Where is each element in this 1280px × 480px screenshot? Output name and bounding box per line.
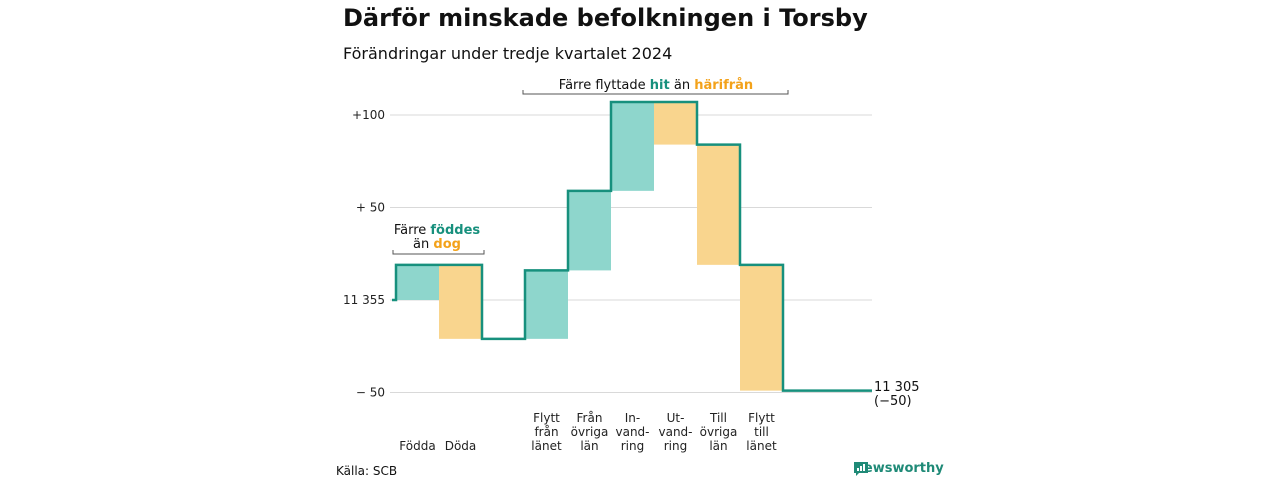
bar-födda <box>396 264 439 300</box>
end-change-label: (−50) <box>874 394 912 409</box>
category-label: Födda <box>399 439 435 453</box>
category-label: län <box>580 439 598 453</box>
category-label: vand- <box>615 425 649 439</box>
category-label: länet <box>531 439 562 453</box>
category-label: län <box>709 439 727 453</box>
category-label: övriga <box>571 425 609 439</box>
brand-name: Newsworthy <box>853 461 944 476</box>
bar-in--vand--ring <box>611 102 654 191</box>
y-tick-label: + 50 <box>356 201 385 215</box>
category-label: Döda <box>445 439 477 453</box>
category-label: Ut- <box>667 411 685 425</box>
chart-title: Därför minskade befolkningen i Torsby <box>343 4 868 32</box>
y-tick-label: 11 355 <box>343 293 385 307</box>
category-label: Flytt <box>748 411 775 425</box>
bar-flytt-från-länet <box>525 270 568 339</box>
migration-annotation: Färre flyttade hit än härifrån <box>559 78 753 93</box>
newsworthy-icon <box>854 462 868 476</box>
bar-döda <box>439 264 482 339</box>
births-annotation-line2: än dog <box>413 237 461 252</box>
births-bracket <box>392 250 485 255</box>
category-label: till <box>754 425 769 439</box>
end-value-label: 11 305 <box>874 380 920 395</box>
running-total-line <box>392 100 872 392</box>
source-note: Källa: SCB <box>336 464 398 478</box>
bar-till-övriga-län <box>697 144 740 265</box>
y-tick-label: − 50 <box>356 386 385 400</box>
category-label: övriga <box>700 425 738 439</box>
category-label: Från <box>577 411 603 425</box>
newsworthy-logo: Newsworthy <box>853 461 944 476</box>
bar-flytt-till-länet <box>740 264 783 391</box>
category-label: vand- <box>658 425 692 439</box>
category-label: In- <box>625 411 640 425</box>
births-annotation-line1: Färre föddes <box>394 223 481 238</box>
chart-subtitle: Förändringar under tredje kvartalet 2024 <box>343 44 673 63</box>
category-label: från <box>534 425 558 439</box>
category-label: ring <box>664 439 688 453</box>
y-tick-label: +100 <box>352 108 385 122</box>
category-label: Flytt <box>533 411 560 425</box>
bar-ut--vand--ring <box>654 102 697 145</box>
category-label: Till <box>709 411 727 425</box>
category-label: ring <box>621 439 645 453</box>
migration-bracket <box>522 90 789 95</box>
category-label: länet <box>746 439 777 453</box>
bar-från-övriga-län <box>568 190 611 271</box>
